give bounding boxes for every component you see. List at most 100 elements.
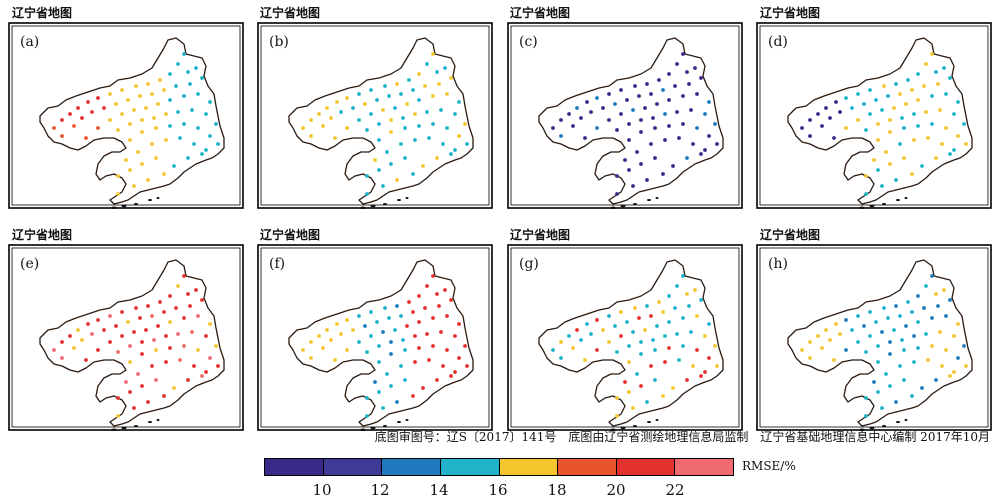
colorbar-segment <box>323 459 383 475</box>
island <box>896 421 900 423</box>
station-point <box>884 372 888 376</box>
station-point <box>417 346 421 350</box>
station-point <box>393 106 397 110</box>
station-point <box>154 348 158 352</box>
station-point <box>667 72 671 76</box>
island <box>405 419 409 421</box>
station-point <box>645 304 649 308</box>
station-point <box>463 122 467 126</box>
station-point <box>208 322 212 326</box>
station-point <box>661 172 665 176</box>
station-point <box>425 284 429 288</box>
panel-frame <box>756 244 992 431</box>
station-point <box>551 348 555 352</box>
station-point <box>377 344 381 348</box>
station-point <box>639 118 643 122</box>
station-point <box>876 138 880 142</box>
station-point <box>824 106 828 110</box>
station-point <box>172 164 176 168</box>
station-point <box>373 380 377 384</box>
station-point <box>888 340 892 344</box>
station-point <box>395 82 399 86</box>
station-point <box>689 330 693 334</box>
station-point <box>453 112 457 116</box>
station-point <box>864 414 868 418</box>
station-point <box>559 118 563 122</box>
station-point <box>653 126 657 130</box>
station-point <box>417 98 421 102</box>
station-point <box>864 350 868 354</box>
station-point <box>357 118 361 122</box>
station-point <box>936 304 940 308</box>
station-point <box>906 78 910 82</box>
station-point <box>707 100 711 104</box>
station-point <box>365 396 369 400</box>
station-point <box>102 106 106 110</box>
station-point <box>449 298 453 302</box>
station-point <box>864 396 868 400</box>
station-point <box>661 394 665 398</box>
map-title: 辽宁省地图 <box>260 228 321 242</box>
station-point <box>351 328 355 332</box>
station-point <box>164 334 168 338</box>
station-point <box>200 374 204 378</box>
station-point <box>182 52 186 56</box>
station-point <box>186 156 190 160</box>
station-point <box>922 84 926 88</box>
map-panel-a: (a) <box>8 22 244 209</box>
station-point <box>661 88 665 92</box>
station-point <box>884 150 888 154</box>
province-outline <box>39 37 225 205</box>
station-point <box>168 72 172 76</box>
station-point <box>465 142 469 146</box>
station-point <box>962 344 966 348</box>
station-point <box>124 380 128 384</box>
station-point <box>114 324 118 328</box>
station-point <box>200 298 204 302</box>
station-point <box>892 106 896 110</box>
station-point <box>844 96 848 100</box>
station-point <box>699 152 703 156</box>
province-map <box>507 22 743 209</box>
station-point <box>687 304 691 308</box>
station-point <box>613 324 617 328</box>
station-point <box>619 334 623 338</box>
station-point <box>174 84 178 88</box>
station-point <box>808 340 812 344</box>
station-point <box>52 126 56 130</box>
station-point <box>619 112 623 116</box>
station-point <box>579 338 583 342</box>
station-point <box>190 330 194 334</box>
station-point <box>389 352 393 356</box>
station-point <box>216 142 220 146</box>
station-point <box>395 400 399 404</box>
station-point <box>152 116 156 120</box>
station-point <box>399 142 403 146</box>
station-point <box>86 100 90 104</box>
station-point <box>874 98 878 102</box>
station-point <box>671 386 675 390</box>
station-point <box>196 348 200 352</box>
station-point <box>172 386 176 390</box>
station-point <box>695 348 699 352</box>
station-point <box>365 414 369 418</box>
station-point <box>208 100 212 104</box>
station-point <box>144 328 148 332</box>
colorbar-tick: 10 <box>312 481 332 499</box>
station-point <box>816 334 820 338</box>
station-point <box>138 316 142 320</box>
map-panel-h: (h) <box>756 244 992 431</box>
station-point <box>615 174 619 178</box>
station-point <box>188 304 192 308</box>
island <box>148 421 152 423</box>
station-point <box>585 322 589 326</box>
station-point <box>575 328 579 332</box>
station-point <box>335 322 339 326</box>
station-point <box>615 414 619 418</box>
station-point <box>182 274 186 278</box>
station-point <box>375 320 379 324</box>
station-point <box>80 338 84 342</box>
station-point <box>623 380 627 384</box>
panel-label: (a) <box>20 34 40 50</box>
station-point <box>345 348 349 352</box>
